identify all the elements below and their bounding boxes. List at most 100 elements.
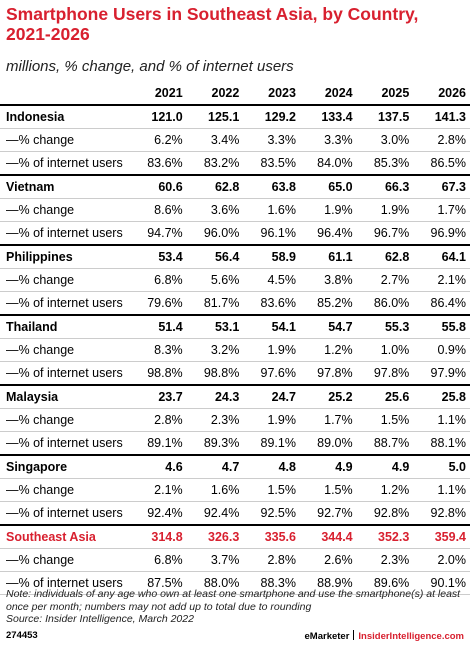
cell: 89.6%: [356, 571, 414, 595]
cell: 5.0: [413, 454, 470, 479]
bottom-bar: 274453 eMarketer InsiderIntelligence.com: [6, 630, 464, 642]
column-header: 2024: [299, 82, 357, 106]
cell: 97.8%: [299, 361, 357, 386]
cell: 8.6%: [130, 198, 187, 222]
cell: 96.1%: [243, 221, 300, 246]
cell: 25.8: [413, 384, 470, 409]
cell: 58.9: [243, 244, 300, 269]
cell: 89.1%: [130, 431, 187, 456]
cell: 133.4: [299, 104, 357, 129]
cell: 1.2%: [299, 338, 357, 362]
cell: 344.4: [299, 524, 357, 549]
row-label: —% of internet users: [0, 151, 130, 176]
cell: 3.7%: [186, 548, 244, 572]
table-row: —% of internet users 92.4% 92.4% 92.5% 92.7%…: [0, 501, 470, 526]
cell: 24.3: [186, 384, 244, 409]
footnote: Note: individuals of any age who own at …: [6, 588, 466, 626]
note: Note: individuals of any age who own at …: [6, 588, 461, 613]
cell: 125.1: [186, 104, 244, 129]
cell: 141.3: [413, 104, 470, 129]
cell: 97.9%: [413, 361, 470, 386]
cell: 94.7%: [130, 221, 187, 246]
table-row: Southeast Asia 314.8 326.3 335.6 344.4 352.3 3…: [0, 524, 470, 549]
header-cell: [0, 82, 130, 106]
cell: 97.6%: [243, 361, 300, 386]
cell: 62.8: [356, 244, 414, 269]
table-row: —% change 8.3% 3.2% 1.9% 1.2% 1.0% 0.9%: [0, 338, 470, 362]
cell: 89.0%: [299, 431, 357, 456]
table-row: —% change 6.2% 3.4% 3.3% 3.3% 3.0% 2.8%: [0, 128, 470, 152]
table-row: —% change 2.1% 1.6% 1.5% 1.5% 1.2% 1.1%: [0, 478, 470, 502]
cell: 83.5%: [243, 151, 300, 176]
table-row: Philippines 53.4 56.4 58.9 61.1 62.8 64.1: [0, 244, 470, 269]
cell: 83.6%: [243, 291, 300, 316]
row-label: Vietnam: [0, 174, 130, 199]
row-label: —% change: [0, 268, 130, 292]
cell: 1.1%: [413, 478, 470, 502]
row-label: —% of internet users: [0, 291, 130, 316]
cell: 5.6%: [186, 268, 244, 292]
cell: 60.6: [130, 174, 187, 199]
cell: 66.3: [356, 174, 414, 199]
table-row: Singapore 4.6 4.7 4.8 4.9 4.9 5.0: [0, 454, 470, 479]
table-row: —% of internet users 89.1% 89.3% 89.1% 89.0%…: [0, 431, 470, 456]
cell: 54.7: [299, 314, 357, 339]
cell: 129.2: [243, 104, 300, 129]
table-row: —% of internet users 94.7% 96.0% 96.1% 96.4%…: [0, 221, 470, 246]
cell: 25.2: [299, 384, 357, 409]
cell: 2.1%: [130, 478, 187, 502]
row-label: Singapore: [0, 454, 130, 479]
cell: 2.3%: [356, 548, 414, 572]
table-row: Malaysia 23.7 24.3 24.7 25.2 25.6 25.8: [0, 384, 470, 409]
cell: 64.1: [413, 244, 470, 269]
cell: 83.2%: [186, 151, 244, 176]
cell: 1.6%: [186, 478, 244, 502]
branding: eMarketer InsiderIntelligence.com: [305, 630, 464, 642]
cell: 6.8%: [130, 268, 187, 292]
cell: 314.8: [130, 524, 187, 549]
cell: 1.5%: [299, 478, 357, 502]
cell: 4.7: [186, 454, 244, 479]
site: InsiderIntelligence.com: [358, 631, 464, 642]
row-label: Thailand: [0, 314, 130, 339]
cell: 25.6: [356, 384, 414, 409]
cell: 67.3: [413, 174, 470, 199]
cell: 359.4: [413, 524, 470, 549]
cell: 1.5%: [243, 478, 300, 502]
cell: 2.1%: [413, 268, 470, 292]
row-label: —% of internet users: [0, 361, 130, 386]
cell: 326.3: [186, 524, 244, 549]
cell: 86.0%: [356, 291, 414, 316]
cell: 3.8%: [299, 268, 357, 292]
cell: 96.9%: [413, 221, 470, 246]
row-label: Philippines: [0, 244, 130, 269]
cell: 2.8%: [413, 128, 470, 152]
cell: 97.8%: [356, 361, 414, 386]
cell: 1.9%: [243, 338, 300, 362]
cell: 96.0%: [186, 221, 244, 246]
cell: 86.5%: [413, 151, 470, 176]
cell: 0.9%: [413, 338, 470, 362]
cell: 92.4%: [186, 501, 244, 526]
table-row: —% of internet users 87.5% 88.0% 88.3% 88.9%…: [0, 571, 470, 595]
table-row: Thailand 51.4 53.1 54.1 54.7 55.3 55.8: [0, 314, 470, 339]
cell: 1.9%: [243, 408, 300, 432]
row-label: —% of internet users: [0, 571, 130, 595]
cell: 92.5%: [243, 501, 300, 526]
cell: 3.0%: [356, 128, 414, 152]
data-table: 2021 2022 2023 2024 2025 2026 Indonesia 121.0 12…: [0, 82, 470, 595]
brand: eMarketer: [304, 631, 350, 642]
cell: 352.3: [356, 524, 414, 549]
table-row: —% change 2.8% 2.3% 1.9% 1.7% 1.5% 1.1%: [0, 408, 470, 432]
table-row: —% of internet users 83.6% 83.2% 83.5% 84.0%…: [0, 151, 470, 176]
cell: 3.3%: [243, 128, 300, 152]
chart-id: 274453: [6, 630, 38, 641]
cell: 2.8%: [130, 408, 187, 432]
cell: 2.8%: [243, 548, 300, 572]
cell: 88.7%: [356, 431, 414, 456]
row-label: —% of internet users: [0, 431, 130, 456]
cell: 96.7%: [356, 221, 414, 246]
title: Smartphone Users in Southeast Asia, by C…: [6, 4, 419, 44]
cell: 86.4%: [413, 291, 470, 316]
cell: 23.7: [130, 384, 187, 409]
